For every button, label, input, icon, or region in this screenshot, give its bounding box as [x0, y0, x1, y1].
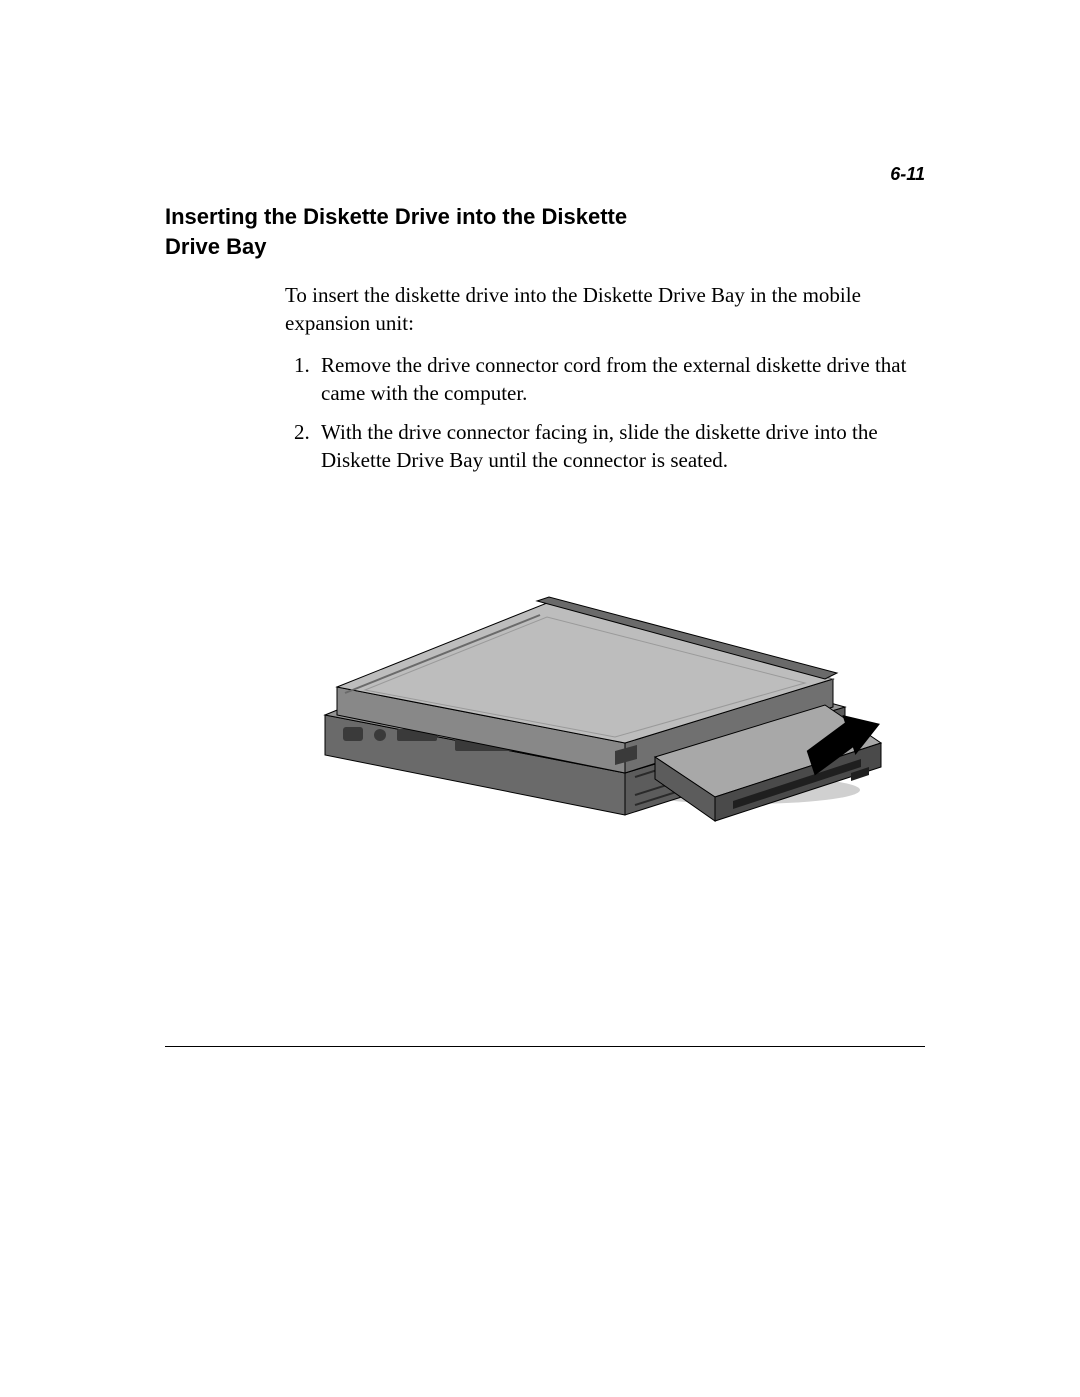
- body-text-block: To insert the diskette drive into the Di…: [285, 282, 925, 474]
- list-item: With the drive connector facing in, slid…: [315, 419, 925, 474]
- list-item: Remove the drive connector cord from the…: [315, 352, 925, 407]
- intro-paragraph: To insert the diskette drive into the Di…: [285, 282, 925, 337]
- document-page: 6-11 Inserting the Diskette Drive into t…: [0, 0, 1080, 1397]
- footer-horizontal-rule: [165, 1046, 925, 1047]
- section-heading: Inserting the Diskette Drive into the Di…: [165, 202, 645, 261]
- heading-line-1: Inserting the Diskette Drive into the Di…: [165, 204, 627, 229]
- page-number: 6-11: [890, 164, 925, 185]
- diskette-drive-figure: [285, 515, 885, 845]
- laptop-expansion-illustration-icon: [285, 515, 885, 845]
- steps-list: Remove the drive connector cord from the…: [285, 352, 925, 475]
- heading-line-2: Drive Bay: [165, 234, 267, 259]
